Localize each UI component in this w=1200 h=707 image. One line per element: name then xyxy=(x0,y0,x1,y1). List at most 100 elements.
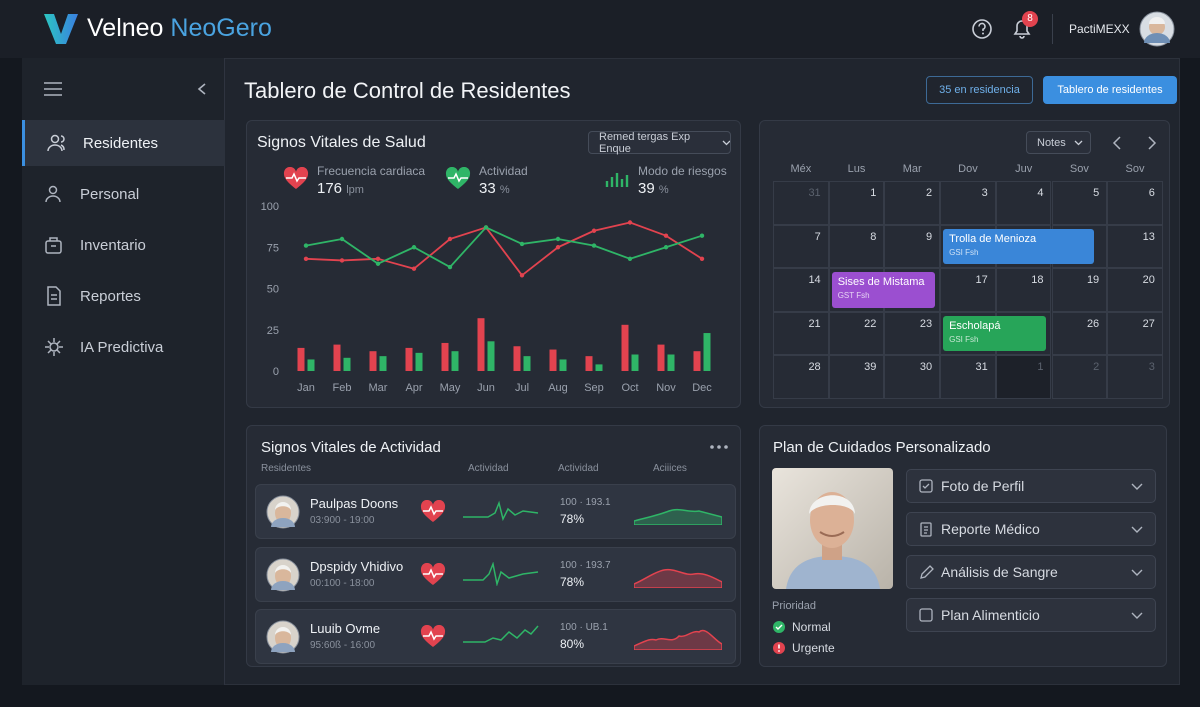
bar xyxy=(297,347,305,371)
nav-icon-part xyxy=(45,338,63,356)
care-item[interactable]: Plan Alimenticio xyxy=(906,598,1156,632)
user-name[interactable]: PactiMEXX xyxy=(1069,22,1130,36)
nav-item[interactable]: Residentes xyxy=(22,120,225,166)
care-item[interactable]: Foto de Perfil xyxy=(906,469,1156,503)
day-number: 28 xyxy=(808,361,821,374)
nav-item[interactable]: Inventario xyxy=(22,222,225,268)
weekday: Mar xyxy=(902,163,922,175)
day-cell[interactable]: 1 xyxy=(995,355,1052,399)
day-cell[interactable]: 20 xyxy=(1107,268,1163,312)
resident-avatar-part xyxy=(275,627,291,635)
day-cell[interactable]: 31 xyxy=(940,355,996,399)
day-cell[interactable]: 30 xyxy=(884,355,941,399)
activity-area-part xyxy=(634,629,722,650)
day-cell[interactable]: 2 xyxy=(1051,355,1108,399)
day-cell[interactable]: 1 xyxy=(828,181,885,225)
day-number: 5 xyxy=(1093,187,1100,199)
help-icon[interactable] xyxy=(971,18,993,40)
day-cell[interactable]: 21 xyxy=(773,311,829,356)
day-cell[interactable]: 2 xyxy=(884,181,941,225)
day-number: 30 xyxy=(919,361,933,374)
activity-range: 100 · UB.1 xyxy=(560,622,608,633)
priority-icon-part xyxy=(773,621,785,633)
resident-row[interactable]: Paulpas Doons 03:900 - 19:00 100 · 193.1 78… xyxy=(255,484,736,539)
residents-badge[interactable]: 35 en residencia xyxy=(926,76,1033,104)
resident-row[interactable]: Luuib Ovme 95:60ß - 16:00 100 · UB.1 80% xyxy=(255,609,736,664)
care-item[interactable]: Reporte Médico xyxy=(906,512,1156,546)
nav-item[interactable]: Personal xyxy=(22,171,225,217)
day-cell[interactable]: 9 xyxy=(884,224,941,269)
care-icon-part xyxy=(919,608,933,622)
care-item[interactable]: Análisis de Sangre xyxy=(906,555,1156,589)
resident-avatar-part xyxy=(275,503,291,523)
day-cell[interactable]: 22 xyxy=(828,311,885,356)
day-cell[interactable]: 7 xyxy=(773,224,829,269)
day-cell[interactable]: 8 xyxy=(828,224,885,269)
day-cell[interactable]: 13 xyxy=(1107,224,1163,269)
day-cell[interactable]: 39 xyxy=(828,355,885,399)
event[interactable]: Trolla de Menioza GSI Fsh xyxy=(943,228,1095,265)
day-cell[interactable]: 18 xyxy=(995,268,1052,312)
nav-icon xyxy=(47,286,61,306)
day-number: 22 xyxy=(864,317,877,330)
menu-icon[interactable] xyxy=(43,80,63,98)
line-point xyxy=(339,236,345,242)
resident-avatar-part xyxy=(275,628,291,648)
event-detail: GSI Fsh xyxy=(949,247,979,257)
day-cell[interactable]: 14 xyxy=(773,268,829,312)
day-cell[interactable]: 5 xyxy=(1051,181,1108,225)
day-cell[interactable]: 31 xyxy=(773,181,829,225)
activity-sparkline-part xyxy=(463,500,539,522)
stat-value: 33 % xyxy=(479,180,510,197)
line-point xyxy=(447,236,453,242)
calendar-panel: Notes Méx Lus Mar Dov Juv Sov Sov 31 1 2 3 4 5 6 7 8 9 13… xyxy=(759,120,1170,408)
day-number: 27 xyxy=(1142,317,1155,330)
x-tick-label: Apr xyxy=(405,382,422,394)
bar xyxy=(451,351,459,371)
day-cell[interactable]: 3 xyxy=(940,181,996,225)
event-detail: GSI Fsh xyxy=(949,334,979,344)
resident-row[interactable]: Dpspidy Vhidivo 00:100 - 18:00 100 · 193.7… xyxy=(255,546,736,602)
residents-button[interactable]: Tablero de residentes xyxy=(1043,76,1177,104)
line-point xyxy=(591,228,597,233)
resident-name: Luuib Ovme xyxy=(310,621,381,636)
x-tick-label: Nov xyxy=(656,382,676,394)
care-panel: Plan de Cuidados Personalizado Prioridad… xyxy=(759,425,1167,667)
view-dropdown[interactable]: Notes xyxy=(1026,131,1091,154)
line-point xyxy=(339,258,345,263)
event[interactable]: Sises de Mistama GST Fsh xyxy=(831,272,936,308)
activity-area xyxy=(634,568,722,588)
nav-icon-part xyxy=(47,286,61,306)
nav-icon xyxy=(45,185,61,203)
bar xyxy=(523,356,531,371)
day-cell[interactable]: 28 xyxy=(773,355,829,399)
day-cell[interactable]: 4 xyxy=(995,181,1052,225)
heart-icon-part xyxy=(423,630,443,641)
day-cell[interactable]: 26 xyxy=(1051,311,1108,356)
day-cell[interactable]: 17 xyxy=(940,268,996,312)
line-point xyxy=(555,245,561,250)
prev-month[interactable] xyxy=(1112,136,1122,150)
day-cell[interactable]: 3 xyxy=(1107,355,1163,399)
priority-icon xyxy=(773,642,785,654)
filter-dropdown[interactable]: Remed tergas Exp Enque xyxy=(588,131,731,155)
care-icon-part xyxy=(924,526,928,534)
stat-icon-part xyxy=(605,173,629,187)
event[interactable]: Escholapá GSI Fsh xyxy=(943,315,1047,352)
line-point xyxy=(699,233,705,238)
day-cell[interactable]: 19 xyxy=(1051,268,1108,312)
collapse-icon[interactable] xyxy=(196,82,208,96)
vitals-chart: 0 25 50 75 100 Jan Feb Mar Apr May Jun Jul Aug Sep Oct… xyxy=(261,201,713,394)
user-avatar[interactable] xyxy=(1139,11,1175,47)
activity-area xyxy=(634,508,722,525)
priority-icon xyxy=(773,621,785,633)
more-icon[interactable] xyxy=(709,444,729,450)
day-cell[interactable]: 27 xyxy=(1107,311,1163,356)
next-month[interactable] xyxy=(1147,136,1157,150)
nav-item[interactable]: IA Predictiva xyxy=(22,324,225,370)
bar xyxy=(343,357,351,371)
nav-item[interactable]: Reportes xyxy=(22,273,225,319)
day-cell[interactable]: 23 xyxy=(884,311,941,356)
column-header: Actividad xyxy=(468,463,509,474)
day-cell[interactable]: 6 xyxy=(1107,181,1163,225)
